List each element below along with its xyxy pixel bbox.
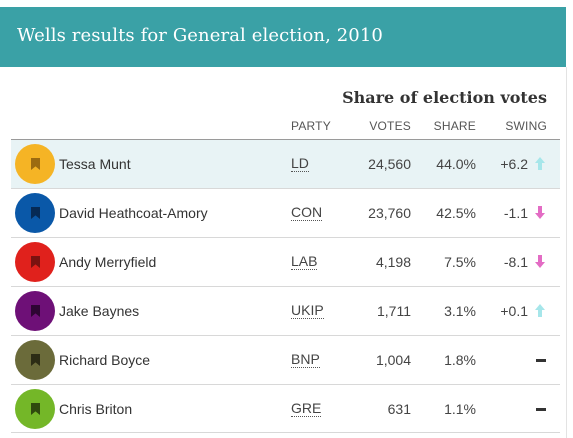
votes-value: 1,004 [375, 352, 411, 368]
column-header-party[interactable]: PARTY [291, 119, 331, 133]
party-abbreviation[interactable]: LD [291, 155, 309, 172]
table-row[interactable]: Richard Boyce BNP 1,004 1.8% [11, 335, 560, 384]
arrow-down-icon [535, 255, 545, 269]
page-title: Wells results for General election, 2010 [17, 25, 383, 46]
swing-value: -1.1 [503, 205, 528, 221]
dash-icon [536, 359, 546, 362]
party-abbreviation[interactable]: BNP [291, 351, 320, 368]
column-headers: PARTY VOTES SHARE SWING [0, 119, 566, 139]
party-avatar [15, 193, 55, 233]
party-avatar [15, 340, 55, 380]
votes-value: 1,711 [377, 303, 411, 319]
party-avatar [15, 291, 55, 331]
arrow-down-icon [535, 206, 545, 220]
arrow-up-icon [535, 304, 545, 318]
table-row[interactable]: Jake Baynes UKIP 1,711 3.1% +0.1 [11, 286, 560, 335]
bookmark-icon [31, 403, 40, 415]
share-value: 44.0% [436, 156, 476, 172]
swing-value: -8.1 [503, 254, 528, 270]
votes-value: 23,760 [368, 205, 411, 221]
party-avatar [15, 144, 55, 184]
column-header-share[interactable]: SHARE [433, 119, 476, 133]
table-row[interactable]: Tessa Munt LD 24,560 44.0% +6.2 [11, 139, 560, 188]
results-heading: Share of election votes [342, 88, 547, 107]
table-row[interactable]: David Heathcoat-Amory CON 23,760 42.5% -… [11, 188, 560, 237]
candidate-name: Tessa Munt [59, 156, 131, 172]
share-value: 1.8% [444, 352, 476, 368]
arrow-up-icon [535, 157, 545, 171]
share-value: 3.1% [444, 303, 476, 319]
bookmark-icon [31, 207, 40, 219]
candidate-name: Andy Merryfield [59, 254, 157, 270]
votes-value: 24,560 [368, 156, 411, 172]
party-avatar [15, 242, 55, 282]
page-header: Wells results for General election, 2010 [0, 7, 566, 67]
table-row[interactable]: Chris Briton GRE 631 1.1% [11, 384, 560, 433]
share-value: 7.5% [444, 254, 476, 270]
votes-value: 631 [387, 401, 411, 417]
swing-value: +0.1 [500, 303, 528, 319]
candidate-name: Chris Briton [59, 401, 133, 417]
bookmark-icon [31, 305, 40, 317]
candidate-name: Jake Baynes [59, 303, 140, 319]
swing-value: +6.2 [500, 156, 528, 172]
candidate-name: David Heathcoat-Amory [59, 205, 208, 221]
table-row[interactable]: Andy Merryfield LAB 4,198 7.5% -8.1 [11, 237, 560, 286]
candidate-name: Richard Boyce [59, 352, 151, 368]
party-avatar [15, 389, 55, 429]
bookmark-icon [31, 158, 40, 170]
share-value: 42.5% [436, 205, 476, 221]
party-abbreviation[interactable]: GRE [291, 400, 322, 417]
results-table: Tessa Munt LD 24,560 44.0% +6.2 David He… [11, 139, 560, 433]
bookmark-icon [31, 256, 40, 268]
column-header-votes[interactable]: VOTES [369, 119, 411, 133]
panel-divider [566, 67, 567, 438]
party-abbreviation[interactable]: CON [291, 204, 323, 221]
bookmark-icon [31, 354, 40, 366]
share-value: 1.1% [444, 401, 476, 417]
party-abbreviation[interactable]: UKIP [291, 302, 324, 319]
party-abbreviation[interactable]: LAB [291, 253, 318, 270]
votes-value: 4,198 [375, 254, 411, 270]
column-header-swing[interactable]: SWING [505, 119, 547, 133]
dash-icon [536, 408, 546, 411]
